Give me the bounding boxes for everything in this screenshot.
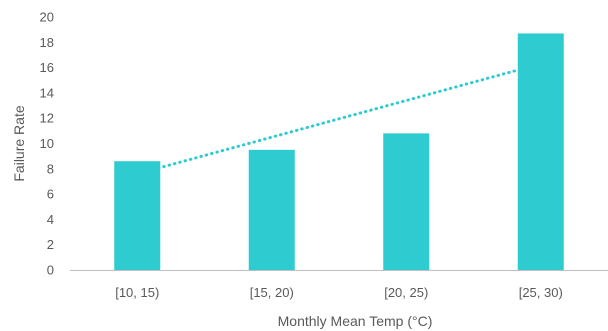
y-tick-label: 18 xyxy=(40,35,54,50)
x-tick-label: [10, 15) xyxy=(115,285,159,300)
bar xyxy=(517,33,564,270)
trendline xyxy=(135,62,543,176)
y-tick-label: 20 xyxy=(40,10,54,25)
y-tick-label: 8 xyxy=(47,161,54,176)
x-axis-title: Monthly Mean Temp (°C) xyxy=(278,313,433,329)
y-tick-label: 16 xyxy=(40,60,54,75)
bar xyxy=(114,161,161,270)
y-axis-ticks: 0 2 4 6 8 10 12 14 16 18 20 xyxy=(40,10,54,278)
x-tick-label: [15, 20) xyxy=(250,285,294,300)
bar xyxy=(248,149,295,270)
x-axis-ticks: [10, 15) [15, 20) [20, 25) [25, 30) xyxy=(115,285,563,300)
bar xyxy=(383,133,430,270)
y-tick-label: 0 xyxy=(47,263,54,278)
x-tick-label: [20, 25) xyxy=(384,285,428,300)
y-axis-title: Failure Rate xyxy=(11,105,27,181)
y-tick-label: 6 xyxy=(47,187,54,202)
y-tick-label: 10 xyxy=(40,136,54,151)
y-tick-label: 12 xyxy=(40,111,54,126)
y-tick-label: 14 xyxy=(40,85,54,100)
y-tick-label: 4 xyxy=(47,212,54,227)
x-tick-label: [25, 30) xyxy=(519,285,563,300)
y-tick-label: 2 xyxy=(47,237,54,252)
bars xyxy=(114,33,564,270)
